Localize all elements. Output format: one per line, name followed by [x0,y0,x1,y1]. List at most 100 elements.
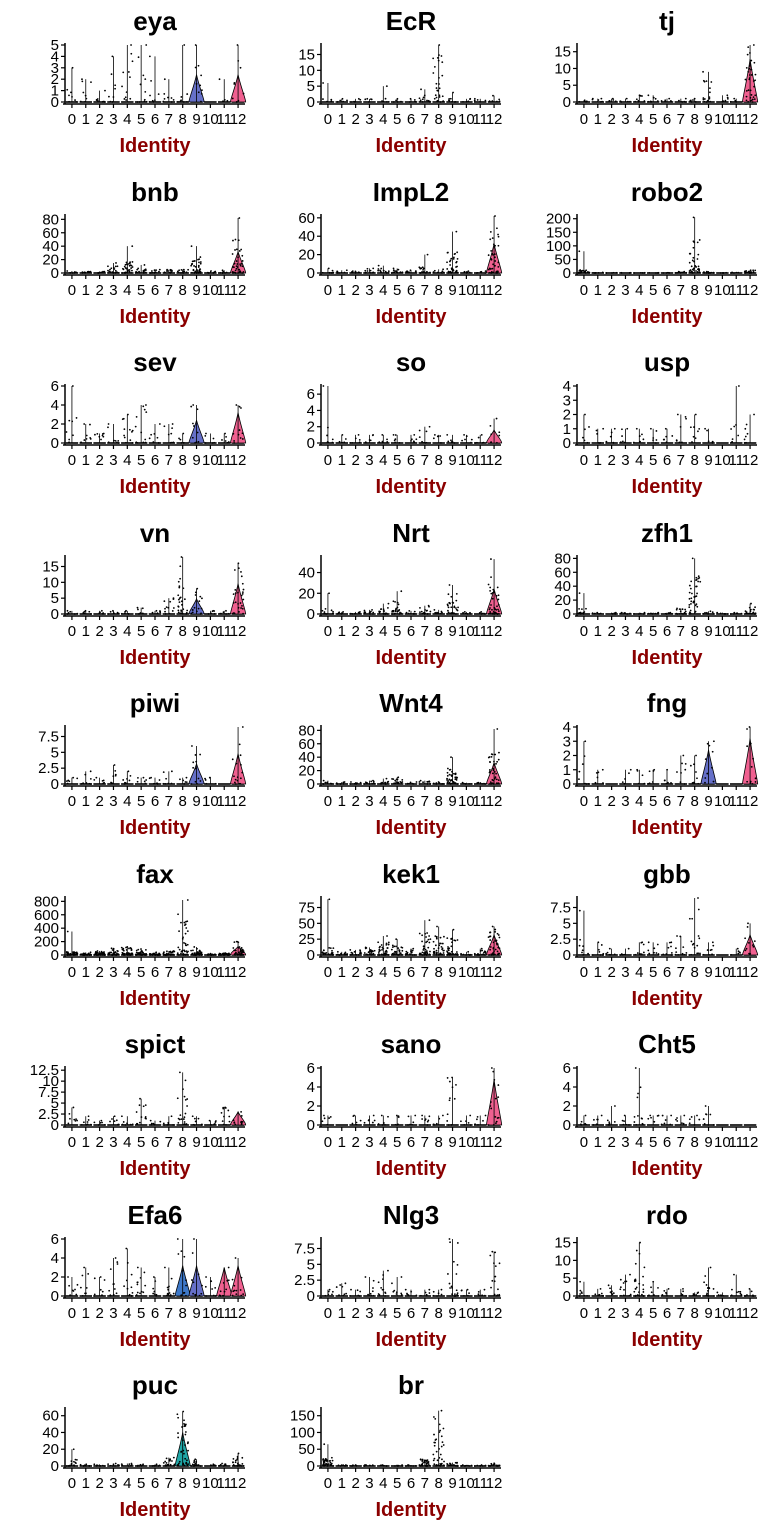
data-point [690,940,693,942]
x-tick-label: 9 [704,1134,712,1151]
data-point [733,611,736,614]
data-point [452,256,455,258]
data-point [237,561,240,564]
x-tick-label: 4 [123,452,131,469]
data-point [183,783,186,785]
data-point [121,948,124,950]
data-point [663,779,666,782]
data-point [154,1279,157,1282]
data-point [242,612,244,615]
data-point [69,610,72,613]
data-point [193,606,196,609]
data-point [395,1292,398,1295]
data-point [424,948,427,950]
x-tick-label: 11 [216,452,232,469]
data-point [89,612,92,615]
data-point [652,437,655,439]
data-point [382,612,385,615]
data-point [116,270,118,273]
panel-title: Cht5 [638,1029,696,1059]
data-point [704,781,706,784]
x-tick-label: 3 [365,793,373,810]
data-point [419,952,422,955]
data-point [738,385,740,387]
data-point [176,951,179,954]
data-point [241,432,244,435]
data-point [131,244,134,247]
data-point [751,943,754,946]
data-point [408,782,411,785]
data-point [359,98,362,101]
data-point [584,271,587,274]
data-point [418,436,421,438]
x-tick-label: 0 [324,1305,332,1322]
data-point [172,597,175,600]
x-tick-label: 9 [704,623,712,640]
data-point [494,214,496,217]
data-point [440,1293,443,1295]
data-point [225,435,227,438]
data-point [235,404,238,406]
data-point [194,780,197,783]
data-point [201,952,203,955]
data-point [187,950,189,952]
data-point [125,260,128,263]
data-point [693,260,695,262]
data-point [199,260,202,263]
data-point [411,949,414,951]
data-point [689,271,691,274]
data-point [68,441,70,444]
data-point [142,951,144,954]
data-point [446,771,449,774]
data-point [636,1096,639,1099]
data-point [164,612,167,615]
data-point [67,950,69,953]
data-point [128,428,131,431]
data-point [152,1275,155,1278]
data-point [489,267,492,270]
data-point [199,84,202,87]
data-point [130,44,132,46]
y-tick-label: 7.5 [38,1084,59,1101]
data-point [597,442,600,444]
x-tick-label: 2 [95,111,103,128]
data-point [660,100,663,102]
data-point [698,427,701,430]
data-point [722,271,725,274]
x-tick-label: 4 [123,793,131,810]
data-point [232,271,235,273]
data-point [688,584,691,586]
x-tick-label: 8 [179,111,187,128]
data-point [102,100,105,103]
x-tick-label: 5 [137,111,145,128]
data-point [336,953,339,955]
data-point [126,951,128,953]
data-point [123,428,126,431]
data-point [126,1122,128,1125]
data-point [136,268,139,271]
data-point [676,413,679,416]
data-point [697,253,700,256]
x-tick-label: 6 [151,452,159,469]
data-point [336,101,339,103]
data-point [688,591,691,594]
data-point [580,270,583,273]
data-point [497,933,500,936]
data-point [396,101,399,103]
data-point [733,425,736,428]
data-point [357,433,360,436]
data-point [222,1123,225,1126]
data-point [412,612,415,615]
y-tick-label: 5 [563,915,571,932]
data-point [80,1123,83,1126]
data-point [385,777,388,780]
data-point [493,760,495,763]
data-point [712,1124,715,1126]
data-point [224,1107,227,1109]
data-point [428,952,431,955]
data-point [601,953,604,956]
data-point [111,1118,113,1120]
x-tick-label: 4 [635,111,643,128]
data-point [621,435,623,437]
